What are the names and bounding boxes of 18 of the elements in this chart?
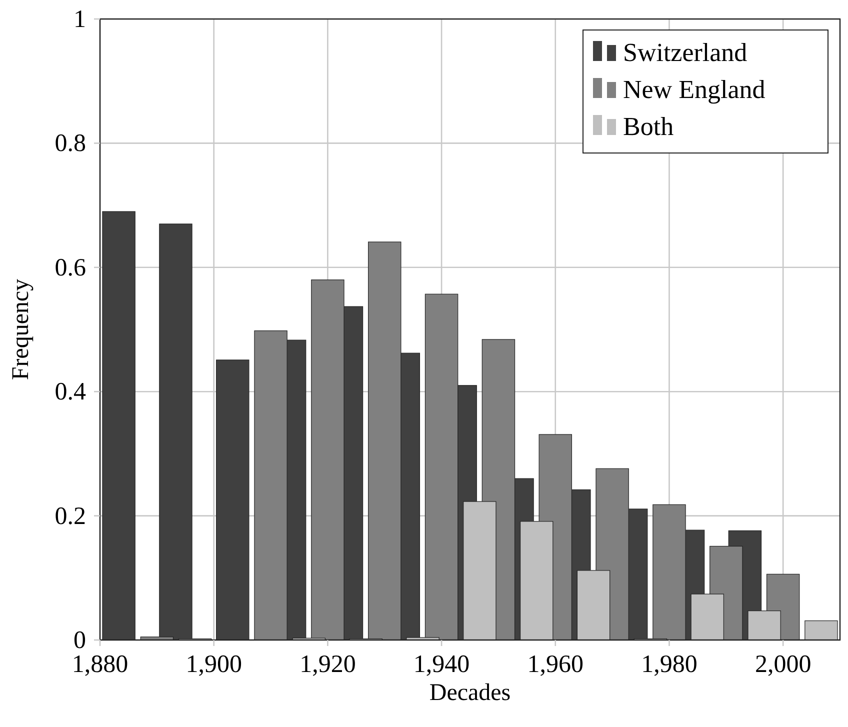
x-tick-label: 1,980: [641, 651, 698, 678]
y-tick-label: 0.2: [54, 502, 86, 530]
x-tick-label: 1,920: [300, 651, 356, 678]
y-tick-label: 1: [74, 6, 86, 33]
y-tick-label: 0.8: [54, 130, 86, 158]
legend-label: New England: [623, 75, 766, 104]
x-tick-label: 1,880: [72, 651, 128, 678]
x-tick-label: 2,000: [754, 651, 812, 678]
y-tick-label: 0: [74, 627, 86, 654]
legend-label: Both: [623, 112, 674, 141]
x-tick-label: 1,940: [413, 651, 470, 678]
legend-label: Switzerland: [623, 38, 748, 67]
x-axis-title: Decades: [429, 680, 511, 706]
y-tick-label: 0.4: [54, 378, 86, 406]
x-tick-label: 1,900: [186, 651, 242, 678]
y-tick-label: 0.6: [54, 254, 86, 282]
x-tick-label: 1,960: [527, 651, 584, 678]
y-axis-title: Frequency: [8, 278, 34, 380]
